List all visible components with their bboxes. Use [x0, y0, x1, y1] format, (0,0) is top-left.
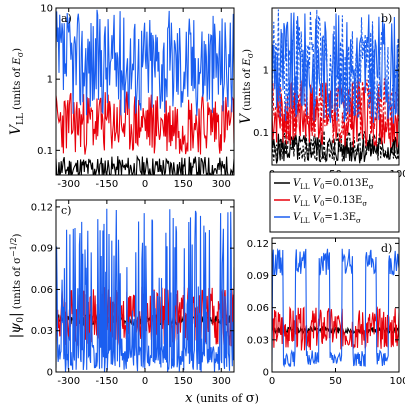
panel-a: -300 -150 0 150 300 0.1 1 10 a) VLL (units of Eσ)	[8, 4, 235, 190]
y-axis-label-c: |ψ0| (units of σ−1/2)	[8, 233, 26, 338]
x-tick-label: -300	[57, 376, 80, 387]
y-tick-label: 0.03	[31, 326, 53, 337]
y-tick-label: 0.12	[247, 239, 269, 250]
series-line-3	[56, 208, 234, 372]
y-tick-label: 10	[40, 4, 53, 15]
series-line-2	[272, 306, 399, 351]
x-tick-label: 0	[142, 376, 148, 387]
series-line-5	[272, 12, 399, 124]
legend-box	[269, 171, 400, 233]
x-tick-label: 50	[329, 376, 342, 387]
y-tick-label: 0.09	[31, 244, 53, 255]
x-tick-label: -150	[96, 376, 119, 387]
x-tick-label: 0	[269, 376, 275, 387]
series-line-3	[56, 9, 234, 116]
series-group	[272, 9, 399, 164]
panel-d: 0 50 100 0 0.03 0.06 0.09 0.12 d)	[247, 237, 405, 387]
y-tick-label: 0.1	[253, 128, 269, 139]
y-tick-label: 0.1	[37, 146, 53, 157]
x-tick-label: 150	[174, 179, 193, 190]
y-tick-label: 0.06	[247, 303, 269, 314]
x-tick-label: 0	[142, 179, 148, 190]
y-tick-label: 0.06	[31, 285, 53, 296]
legend: VLL V0=0.013Eσ VLL V0=0.13Eσ VLL V0=1.3Eσ	[269, 171, 400, 233]
legend-entry: VLL V0=0.13Eσ	[293, 195, 367, 208]
panel-label: a)	[61, 12, 72, 25]
x-tick-label: 150	[174, 376, 193, 387]
y-tick-label: 1	[47, 75, 53, 86]
legend-entry: VLL V0=1.3Eσ	[293, 212, 361, 225]
series-line-2	[272, 129, 399, 163]
y-tick-label: 1	[263, 66, 269, 77]
y-tick-label: 0	[47, 368, 53, 379]
x-tick-label: -150	[96, 179, 119, 190]
series-group	[56, 208, 234, 372]
series-group	[272, 247, 399, 368]
x-axis-label: x (units of σ)	[185, 391, 259, 406]
series-line-6	[272, 9, 399, 122]
x-axis-title: x (units of σ)	[185, 391, 259, 406]
series-group	[56, 9, 234, 175]
x-tick-label: 300	[212, 179, 231, 190]
x-tick-label: 300	[212, 376, 231, 387]
y-axis-label-a: VLL (units of Eσ)	[8, 48, 26, 135]
series-line-2	[56, 91, 234, 155]
panel-c: -300 -150 0 150 300 0 0.03 0.06 0.09 0.12 c) |ψ0| (…	[8, 199, 235, 387]
legend-entry: VLL V0=0.013Eσ	[293, 178, 374, 191]
panel-label: d)	[381, 242, 392, 255]
x-tick-label: -300	[57, 179, 80, 190]
y-tick-label: 0	[263, 368, 269, 379]
x-tick-label: 100	[389, 376, 405, 387]
panel-label: c)	[61, 204, 71, 217]
series-line-3	[272, 247, 399, 368]
y-tick-label: 0.03	[247, 335, 269, 346]
series-line-3	[272, 80, 399, 148]
y-tick-label: 0.12	[31, 202, 53, 213]
panel-label: b)	[381, 12, 392, 25]
y-axis-label-b: V (units of Eσ)	[238, 49, 255, 124]
y-tick-label: 0.09	[247, 271, 269, 282]
